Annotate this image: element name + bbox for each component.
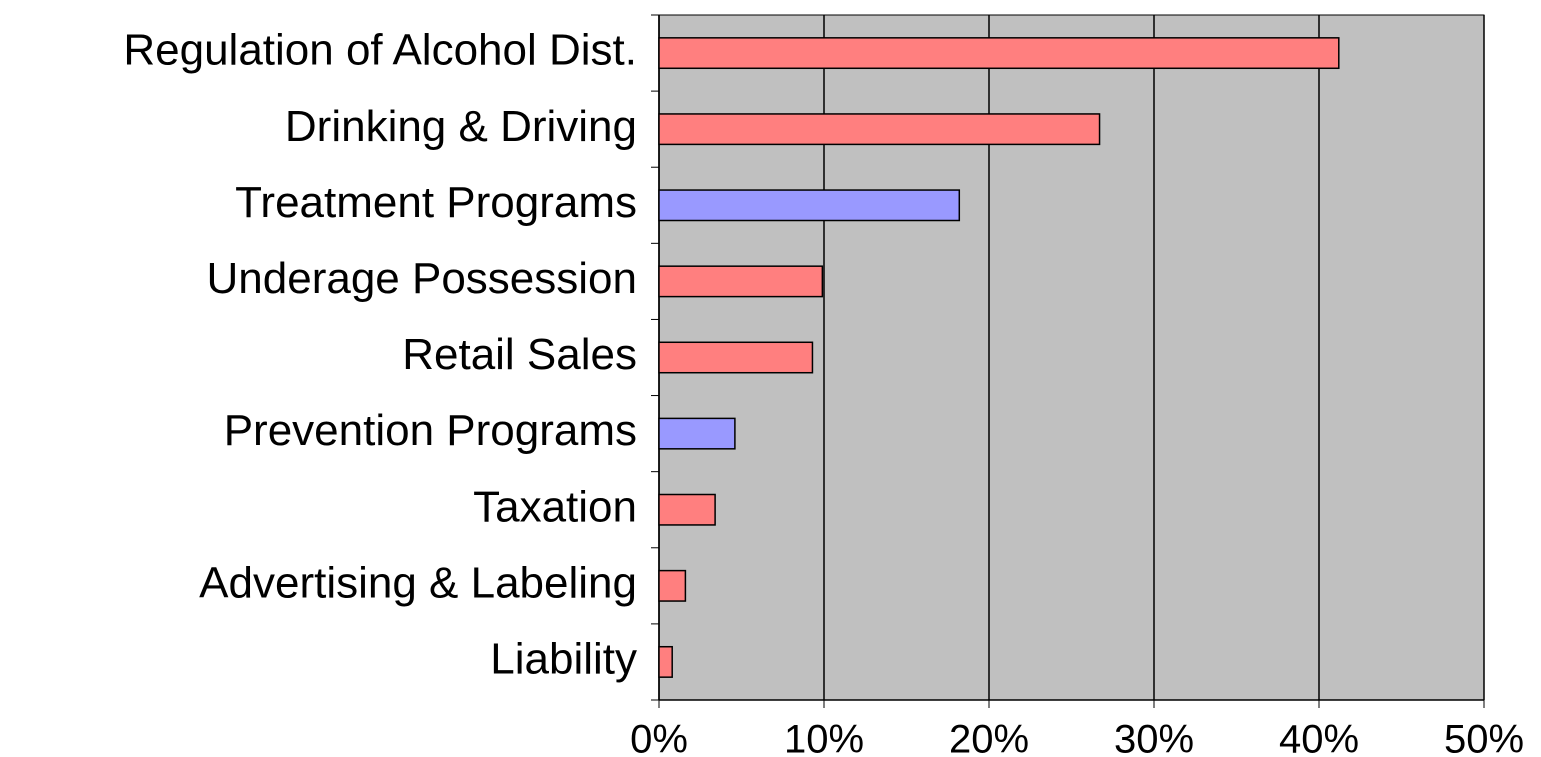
x-tick-label: 10% xyxy=(784,718,864,757)
bar xyxy=(658,493,716,526)
bar xyxy=(658,341,814,374)
y-tick-label: Regulation of Alcohol Dist. xyxy=(123,26,637,75)
y-tick-label: Treatment Programs xyxy=(235,178,637,227)
bar xyxy=(658,417,736,450)
y-tick-label: Drinking & Driving xyxy=(285,102,637,151)
y-tick-label: Underage Possession xyxy=(207,254,637,303)
y-tick-label: Liability xyxy=(490,635,637,684)
x-tick-label: 0% xyxy=(630,718,688,757)
x-tick-label: 30% xyxy=(1114,718,1194,757)
x-tick-label: 40% xyxy=(1279,718,1359,757)
bar xyxy=(658,645,673,678)
y-tick-label: Prevention Programs xyxy=(224,406,637,455)
x-tick-label: 50% xyxy=(1444,718,1524,757)
bar xyxy=(658,265,824,298)
bar xyxy=(658,189,961,222)
bar xyxy=(658,113,1101,146)
bar xyxy=(658,569,687,602)
y-tick-label: Taxation xyxy=(473,482,637,531)
y-tick-label: Retail Sales xyxy=(402,330,637,379)
x-tick-label: 20% xyxy=(949,718,1029,757)
bar xyxy=(658,37,1340,70)
y-tick-label: Advertising & Labeling xyxy=(199,558,637,607)
